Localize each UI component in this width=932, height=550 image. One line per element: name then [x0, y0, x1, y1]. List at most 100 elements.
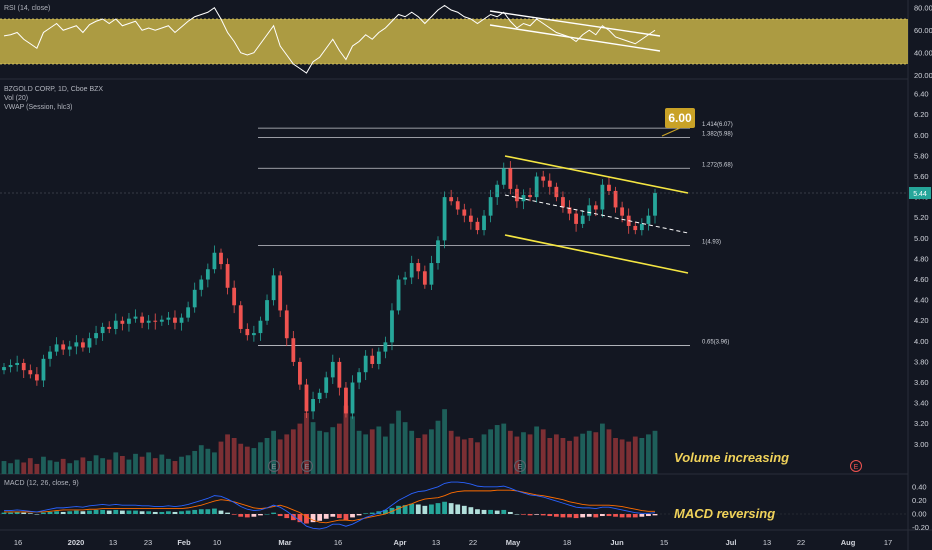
- macd-histogram-bar: [41, 512, 46, 514]
- macd-axis[interactable]: -0.20 0.00 0.20 0.40: [912, 482, 929, 532]
- rsi-line: [3, 4, 656, 74]
- channel-upper-line[interactable]: [504, 155, 689, 194]
- price-axis-tick: 5.20: [914, 213, 929, 222]
- rsi-axis[interactable]: 20.00 40.00 60.00 80.00: [914, 3, 932, 80]
- candle-body: [541, 176, 546, 181]
- candle-body: [219, 252, 223, 265]
- macd-histogram-bar: [264, 514, 270, 515]
- macd-histogram-bar: [415, 504, 421, 514]
- volume-bar: [356, 430, 362, 474]
- macd-histogram-bar: [593, 514, 599, 518]
- rsi-axis-tick: 20.00: [914, 71, 932, 80]
- candle-body: [567, 207, 572, 214]
- candle-body: [515, 188, 519, 202]
- candle-body: [251, 333, 256, 336]
- macd-histogram-bar: [277, 514, 283, 517]
- candle-body: [278, 275, 283, 311]
- macd-histogram-bar: [238, 514, 244, 517]
- macd-histogram-bar: [113, 509, 119, 514]
- candle-body: [554, 186, 559, 198]
- candle-body: [534, 176, 539, 198]
- macd-histogram-bar: [599, 514, 605, 517]
- time-axis[interactable]: 16 2020 13 23 Feb 10 Mar 16 Apr 13 22 May 18 Jun 15 Jul…: [14, 538, 892, 547]
- earnings-marker-label: E: [272, 464, 277, 471]
- time-axis-tick: 22: [469, 538, 477, 547]
- channel-lower-line[interactable]: [504, 234, 689, 274]
- current-price-tag-text: 5.44: [913, 191, 927, 198]
- macd-histogram-bar: [363, 513, 369, 514]
- candle-body: [653, 193, 657, 216]
- volume-bar: [198, 445, 204, 474]
- volume-bar: [599, 423, 605, 474]
- volume-bar: [435, 420, 441, 474]
- volume-bar: [547, 438, 553, 474]
- candle-body: [15, 362, 20, 366]
- candle-body: [639, 223, 644, 231]
- macd-signal-line: [4, 489, 655, 524]
- rsi-trendline-upper[interactable]: [489, 10, 661, 37]
- macd-histogram-bar: [580, 514, 586, 518]
- candle-body: [409, 263, 414, 278]
- volume-bar: [613, 438, 618, 474]
- candle-body: [376, 351, 381, 364]
- candle-body: [212, 252, 217, 270]
- target-callout[interactable]: 6.00: [661, 108, 695, 137]
- macd-histogram-bar: [192, 509, 198, 514]
- candle-body: [179, 317, 184, 323]
- current-price-tag-box: [909, 187, 931, 199]
- macd-histogram-bar: [310, 514, 316, 523]
- macd-histogram-bar: [396, 505, 401, 514]
- candle-body: [593, 205, 598, 210]
- candle-body: [587, 205, 592, 216]
- rsi-pane[interactable]: RSI (14, close): [0, 4, 908, 74]
- price-pane[interactable]: 1.414(6.07) 1.382(5.98) 1.272(5.68) 1(4.93)…: [0, 86, 908, 474]
- volume-bar: [27, 458, 33, 474]
- fibonacci-levels[interactable]: 1.414(6.07) 1.382(5.98) 1.272(5.68) 1(4.93)…: [258, 122, 733, 346]
- candle-body: [495, 184, 500, 198]
- earnings-marker: [514, 460, 526, 472]
- macd-pane[interactable]: MACD (12, 26, close, 9) MACD reversing: [0, 480, 908, 530]
- volume-bar: [593, 432, 599, 474]
- volume-bar: [231, 438, 237, 474]
- price-axis-tick: 4.00: [914, 337, 929, 346]
- candle-body: [146, 320, 151, 323]
- volume-bar: [152, 458, 158, 474]
- volume-bar: [8, 463, 13, 474]
- candle-body: [613, 190, 618, 208]
- volume-bar: [93, 455, 99, 474]
- volume-bar: [330, 427, 336, 474]
- earnings-marker: [301, 460, 313, 472]
- volume-bar: [402, 422, 408, 474]
- macd-histogram-bar: [409, 503, 415, 514]
- candle-body: [74, 342, 79, 347]
- candle-body: [8, 365, 13, 368]
- macd-histogram-bar: [606, 514, 612, 517]
- macd-histogram-bar: [179, 511, 184, 514]
- price-axis-tick: 6.00: [914, 131, 929, 140]
- price-axis-tick: 4.80: [914, 254, 929, 263]
- price-axis-tick: 3.40: [914, 399, 929, 408]
- candle-body: [271, 275, 276, 301]
- candle-body: [61, 344, 66, 350]
- macd-histogram-bar: [198, 509, 204, 514]
- volume-bar: [396, 410, 401, 474]
- macd-histogram-bar: [146, 511, 152, 514]
- volume-bar: [461, 439, 467, 474]
- candle-body: [508, 168, 513, 189]
- volume-bar: [80, 457, 86, 474]
- fib-level-label: 1.414(6.07): [702, 122, 733, 128]
- volume-bar: [60, 458, 66, 474]
- rsi-band: [0, 19, 908, 64]
- time-axis-tick: 13: [109, 538, 117, 547]
- rsi-trendline-lower[interactable]: [489, 24, 661, 52]
- candle-body: [370, 355, 375, 364]
- volume-bar: [475, 442, 480, 474]
- rsi-axis-tick: 80.00: [914, 3, 932, 12]
- channel-midline[interactable]: [504, 194, 689, 234]
- candle-body: [561, 197, 565, 208]
- candle-body: [580, 215, 585, 224]
- volume-bar: [126, 459, 132, 474]
- volume-bar: [54, 461, 60, 474]
